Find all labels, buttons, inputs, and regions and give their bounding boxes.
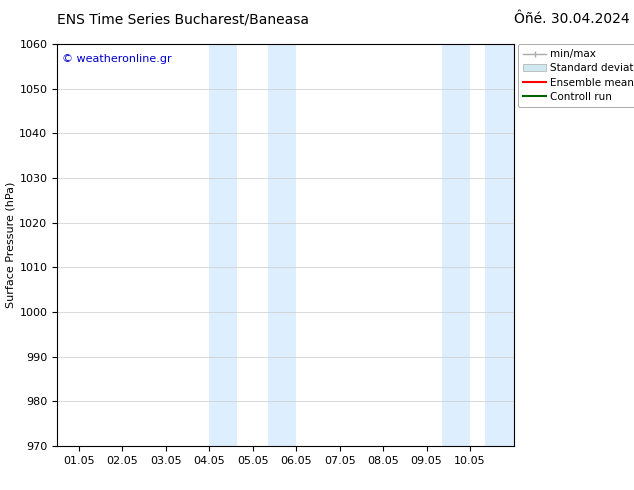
Text: Ôñé. 30.04.2024 03 UTC: Ôñé. 30.04.2024 03 UTC [514, 12, 634, 26]
Bar [442, 44, 470, 446]
Text: © weatheronline.gr: © weatheronline.gr [61, 54, 171, 64]
Text: ENS Time Series Bucharest/Baneasa: ENS Time Series Bucharest/Baneasa [57, 12, 309, 26]
Legend: min/max, Standard deviation, Ensemble mean run, Controll run: min/max, Standard deviation, Ensemble me… [518, 44, 634, 107]
Bar [209, 44, 238, 446]
Bar [268, 44, 296, 446]
Bar [485, 44, 514, 446]
Y-axis label: Surface Pressure (hPa): Surface Pressure (hPa) [5, 182, 15, 308]
